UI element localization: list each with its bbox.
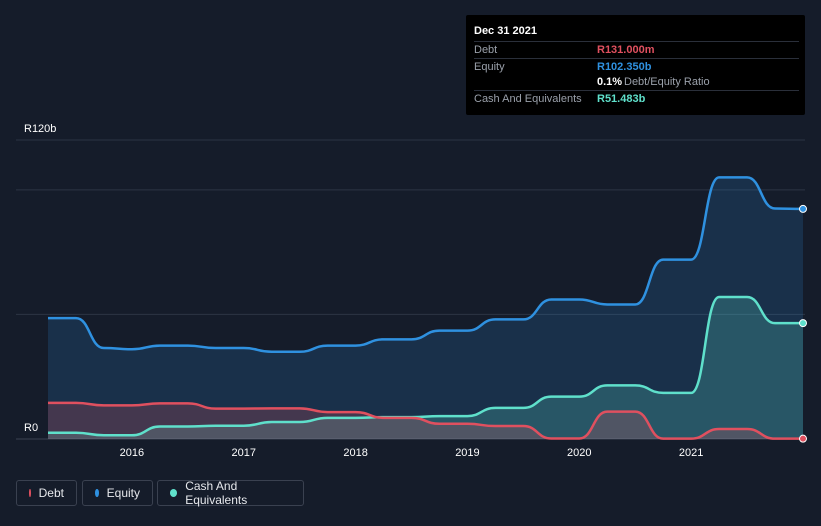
- legend-debt-label: Debt: [38, 486, 64, 500]
- debt-end-marker: [799, 434, 807, 443]
- x-tick-label-2017: 2017: [231, 447, 255, 459]
- tooltip-date: Dec 31 2021: [474, 25, 537, 37]
- tooltip-equity-row: Equity R102.350b: [474, 58, 799, 75]
- legend-debt[interactable]: Debt: [16, 480, 77, 506]
- tooltip-panel: Dec 31 2021 Debt R131.000m Equity R102.3…: [466, 15, 805, 115]
- y-axis-labels: R120b R0: [24, 123, 56, 434]
- x-tick-label-2020: 2020: [567, 447, 591, 459]
- series-areas: [48, 177, 803, 439]
- x-tick-label-2021: 2021: [679, 447, 703, 459]
- x-tick-label-2019: 2019: [455, 447, 479, 459]
- debt-dot-icon: [29, 489, 31, 497]
- cash-area: [48, 296, 803, 439]
- y-tick-label-top: R120b: [24, 123, 56, 135]
- cash-dot-icon: [170, 489, 178, 497]
- cash-line: [48, 295, 803, 437]
- tooltip-cash-value: R51.483b: [597, 93, 646, 105]
- x-tick-label-2018: 2018: [343, 447, 367, 459]
- cash-end-marker: [799, 319, 807, 328]
- tooltip-ratio-label: Debt/Equity Ratio: [624, 76, 710, 88]
- equity-dot-icon: [95, 489, 99, 497]
- tooltip-cash-row: Cash And Equivalents R51.483b: [474, 90, 799, 107]
- tooltip-debt-value: R131.000m: [597, 44, 655, 56]
- legend-cash-label: Cash And Equivalents: [185, 479, 248, 507]
- tooltip-equity-label: Equity: [474, 61, 505, 73]
- tooltip-debt-label: Debt: [474, 44, 498, 56]
- x-axis-labels: 2016 2017 2018 2019 2020 2021: [120, 447, 704, 459]
- tooltip-ratio-row: 0.1% Debt/Equity Ratio: [474, 74, 799, 90]
- tooltip-cash-label: Cash And Equivalents: [474, 93, 582, 105]
- debt-line: [48, 401, 803, 440]
- series-lines: [48, 176, 804, 440]
- y-tick-label-zero: R0: [24, 422, 38, 434]
- series-end-markers: [799, 204, 807, 443]
- legend-equity[interactable]: Equity: [82, 480, 153, 506]
- equity-line: [48, 176, 804, 354]
- equity-end-marker: [799, 204, 807, 213]
- x-tick-label-2016: 2016: [120, 447, 144, 459]
- tooltip-equity-value: R102.350b: [597, 61, 652, 73]
- equity-area: [48, 177, 803, 439]
- tooltip-ratio-value: 0.1%: [597, 76, 623, 88]
- legend-equity-label: Equity: [106, 486, 140, 500]
- tooltip-debt-row: Debt R131.000m: [474, 41, 799, 58]
- legend-cash[interactable]: Cash And Equivalents: [157, 479, 304, 507]
